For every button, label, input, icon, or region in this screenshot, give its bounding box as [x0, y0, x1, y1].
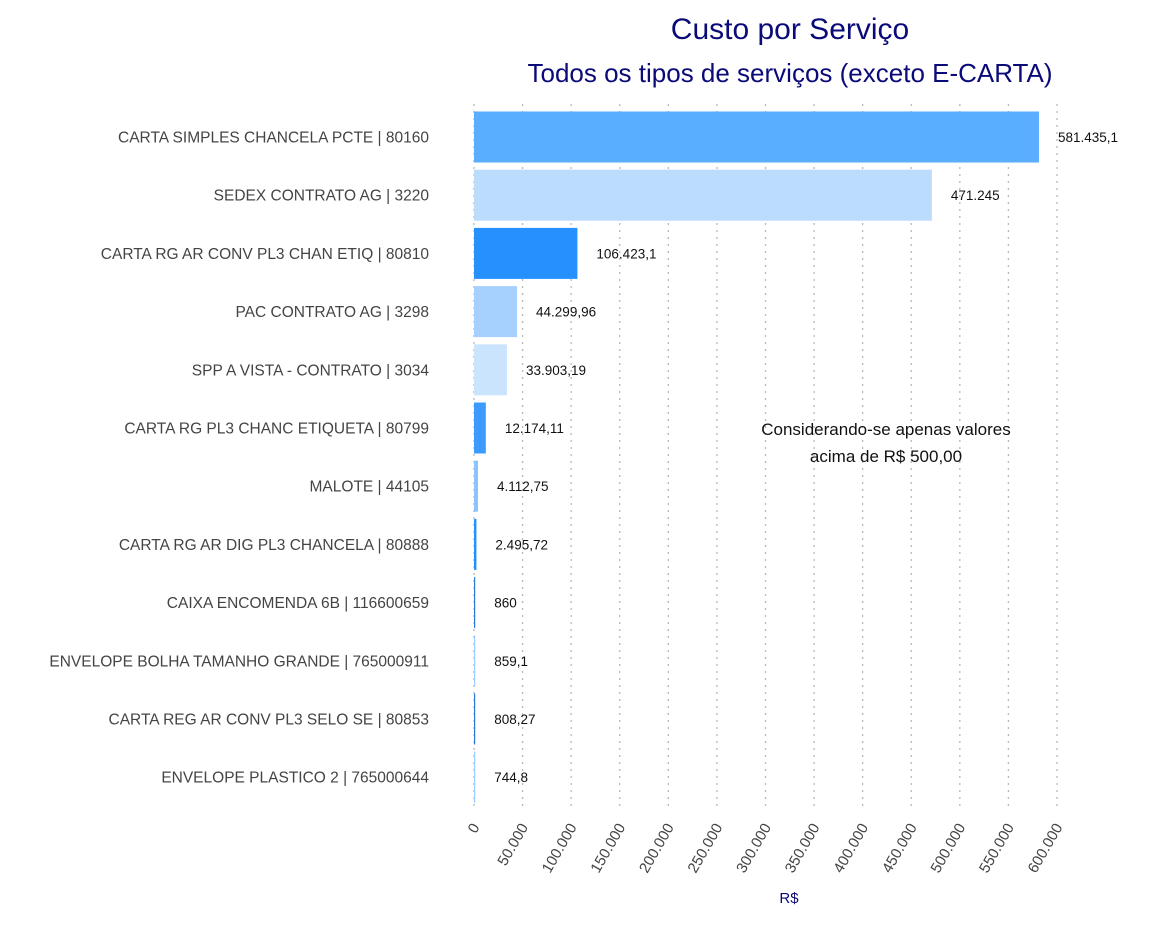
value-label-9: 859,1 [494, 654, 528, 669]
category-labels: CARTA SIMPLES CHANCELA PCTE | 80160 SEDEX… [49, 130, 429, 787]
category-label-3: PAC CONTRATO AG | 3298 [235, 304, 429, 321]
value-label-11: 744,8 [494, 770, 528, 785]
x-tick-label-7: 350.000 [782, 821, 824, 876]
category-label-6: MALOTE | 44105 [310, 479, 429, 496]
x-tick-label-0: 0 [465, 821, 484, 837]
bar-10 [474, 693, 476, 745]
bar-3 [474, 286, 518, 338]
annotation-line-2: acima de R$ 500,00 [810, 447, 962, 466]
grid-lines [473, 104, 1058, 810]
chart-subtitle: Todos os tipos de serviços (exceto E-CAR… [527, 58, 1052, 88]
category-label-9: ENVELOPE BOLHA TAMANHO GRANDE | 76500091… [49, 653, 429, 670]
x-axis-ticks: 0 50.000 100.000 150.000 200.000 250.000 300.0… [465, 821, 1067, 876]
x-tick-label-5: 250.000 [685, 821, 727, 876]
value-labels: 581.435,1 471.245 106.423,1 44.299,96 33.903… [494, 130, 1118, 785]
value-label-5: 12.174,11 [505, 421, 564, 436]
x-tick-label-8: 400.000 [830, 821, 872, 876]
bar-7 [474, 518, 477, 570]
category-label-2: CARTA RG AR CONV PL3 CHAN ETIQ | 80810 [101, 246, 430, 263]
value-label-6: 4.112,75 [497, 479, 549, 494]
annotation-line-1: Considerando-se apenas valores [761, 420, 1011, 439]
x-axis-title: R$ [779, 890, 799, 907]
bar-6 [474, 460, 478, 512]
x-tick-label-2: 100.000 [539, 821, 581, 876]
category-label-11: ENVELOPE PLASTICO 2 | 765000644 [161, 770, 429, 787]
x-tick-label-3: 150.000 [587, 821, 629, 876]
x-tick-label-11: 550.000 [976, 821, 1018, 876]
x-tick-label-6: 300.000 [733, 821, 775, 876]
bar-9 [474, 635, 476, 687]
bar-2 [474, 227, 578, 279]
bar-4 [474, 344, 507, 396]
x-tick-label-12: 600.000 [1025, 821, 1067, 876]
value-label-4: 33.903,19 [526, 363, 586, 378]
value-label-8: 860 [494, 596, 517, 611]
bar-1 [474, 169, 932, 221]
bar-0 [474, 111, 1039, 163]
value-label-2: 106.423,1 [596, 246, 656, 261]
bar-5 [474, 402, 486, 454]
category-label-5: CARTA RG PL3 CHANC ETIQUETA | 80799 [124, 421, 429, 438]
value-label-1: 471.245 [951, 188, 1000, 203]
category-label-4: SPP A VISTA - CONTRATO | 3034 [192, 362, 430, 379]
chart-title: Custo por Serviço [671, 13, 909, 46]
value-label-7: 2.495,72 [495, 537, 548, 552]
bar-11 [474, 751, 476, 803]
value-label-0: 581.435,1 [1058, 130, 1118, 145]
bar-8 [474, 577, 476, 629]
x-tick-label-4: 200.000 [636, 821, 678, 876]
x-tick-label-10: 500.000 [927, 821, 969, 876]
category-label-10: CARTA REG AR CONV PL3 SELO SE | 80853 [109, 712, 429, 729]
category-label-8: CAIXA ENCOMENDA 6B | 116600659 [167, 595, 429, 612]
category-label-7: CARTA RG AR DIG PL3 CHANCELA | 80888 [119, 537, 429, 554]
bars [474, 111, 1039, 803]
value-label-10: 808,27 [494, 712, 535, 727]
value-label-3: 44.299,96 [536, 305, 596, 320]
category-label-1: SEDEX CONTRATO AG | 3220 [214, 188, 430, 205]
x-tick-label-1: 50.000 [494, 821, 532, 869]
x-tick-label-9: 450.000 [879, 821, 921, 876]
category-label-0: CARTA SIMPLES CHANCELA PCTE | 80160 [118, 130, 429, 147]
